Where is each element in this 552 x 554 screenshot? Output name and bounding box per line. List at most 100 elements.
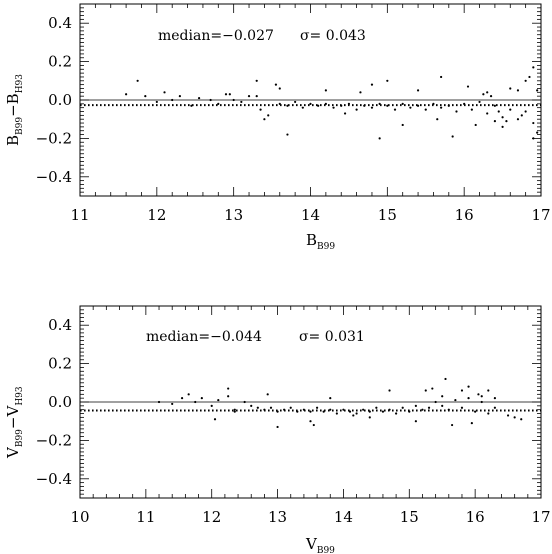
bottom-y-tick-label: −0.2	[36, 431, 72, 449]
top-data-point	[409, 106, 412, 109]
bottom-data-point	[352, 414, 355, 417]
bottom-data-point	[506, 414, 510, 417]
top-data-point	[125, 93, 128, 96]
top-data-point	[416, 89, 420, 92]
top-data-point	[520, 114, 523, 117]
bottom-data-point	[355, 412, 358, 415]
top-median-annotation: median=−0.027	[158, 28, 274, 44]
top-data-point	[516, 89, 520, 92]
top-data-point	[240, 100, 243, 104]
bottom-data-point	[157, 400, 161, 404]
top-data-point	[447, 104, 450, 107]
top-y-axis-title: BB99−BH93	[4, 74, 25, 146]
bottom-data-point	[256, 406, 259, 409]
top-data-point	[278, 87, 281, 90]
top-data-point	[324, 89, 327, 92]
top-data-point	[144, 95, 147, 98]
top-data-point	[401, 102, 404, 105]
top-data-point	[509, 87, 512, 90]
top-data-point	[386, 104, 389, 107]
top-data-point	[259, 108, 262, 111]
top-y-tick-label: 0.0	[48, 91, 72, 109]
bottom-data-point	[395, 412, 398, 415]
bottom-data-point	[213, 418, 217, 421]
top-scatter-panel: median=−0.027 σ= 0.043 BB99 BB99−BH93 11…	[4, 3, 551, 252]
top-data-point	[370, 106, 374, 109]
bottom-data-point	[315, 406, 319, 409]
top-data-point	[370, 83, 374, 86]
bottom-scatter-panel: median=−0.044 σ= 0.031 VB99 VB99−VH93 10…	[4, 305, 551, 554]
top-data-point	[486, 91, 489, 94]
top-x-tick-label: 11	[70, 206, 89, 224]
bottom-x-tick-label: 13	[268, 508, 287, 526]
bottom-data-point	[421, 408, 424, 411]
bottom-data-point	[309, 410, 312, 413]
top-data-point	[536, 89, 539, 92]
top-data-point	[332, 106, 335, 109]
top-data-point	[190, 104, 193, 107]
top-data-point	[386, 79, 389, 82]
bottom-data-point	[171, 402, 174, 406]
bottom-data-point	[470, 422, 473, 425]
bottom-data-point	[444, 377, 447, 381]
bottom-sigma-annotation: σ= 0.031	[299, 329, 365, 345]
top-data-point	[528, 75, 531, 79]
top-data-point	[343, 112, 347, 115]
top-data-point	[378, 137, 381, 140]
top-data-point	[470, 108, 473, 111]
bottom-y-axis-title: VB99−VH93	[4, 386, 25, 459]
bottom-data-point	[467, 397, 470, 400]
top-data-point	[171, 98, 174, 102]
top-data-point	[255, 95, 258, 98]
top-data-point	[197, 96, 201, 100]
bottom-data-point	[227, 395, 230, 398]
bottom-data-point	[266, 393, 269, 396]
top-x-tick-label: 14	[301, 206, 320, 224]
top-data-point	[440, 75, 443, 79]
top-x-tick-label: 13	[224, 206, 243, 224]
top-data-point	[509, 108, 512, 111]
bottom-data-point	[388, 408, 391, 411]
top-data-point	[294, 100, 297, 104]
top-data-point	[217, 102, 220, 105]
top-x-tick-label: 15	[378, 206, 397, 224]
bottom-data-point	[434, 400, 437, 404]
top-y-tick-label: −0.4	[36, 168, 72, 186]
top-data-point	[497, 110, 500, 113]
top-data-point	[501, 116, 504, 119]
bottom-data-point	[342, 408, 345, 411]
bottom-y-tick-label: −0.4	[36, 470, 72, 488]
top-data-point	[178, 95, 181, 98]
bottom-data-point	[289, 406, 292, 409]
bottom-data-point	[217, 398, 220, 402]
top-data-point	[486, 112, 489, 115]
bottom-data-point	[233, 410, 236, 413]
bottom-x-tick-label: 11	[136, 508, 155, 526]
top-data-point	[436, 118, 439, 121]
top-data-point	[524, 79, 527, 82]
top-data-point	[524, 110, 527, 113]
bottom-data-point	[322, 410, 325, 413]
top-data-point	[536, 131, 539, 134]
top-x-tick-label: 16	[455, 206, 474, 224]
top-data-point	[347, 102, 351, 105]
top-data-point	[286, 104, 289, 107]
bottom-data-point	[233, 408, 236, 411]
top-data-point	[278, 102, 281, 105]
bottom-data-point	[283, 408, 286, 411]
bottom-y-tick-label: 0.2	[48, 355, 72, 373]
bottom-data-point	[309, 420, 312, 423]
top-data-point	[451, 135, 454, 138]
top-x-axis-title: BB99	[306, 231, 335, 252]
bottom-data-point	[447, 408, 450, 411]
top-data-point	[432, 102, 435, 105]
bottom-data-point	[263, 408, 266, 411]
top-data-point	[255, 79, 258, 82]
bottom-data-point	[431, 387, 434, 390]
top-data-point	[228, 93, 231, 96]
top-data-point	[324, 102, 327, 105]
bottom-data-point	[454, 398, 457, 402]
bottom-data-point	[302, 408, 306, 411]
top-data-point	[301, 106, 304, 109]
